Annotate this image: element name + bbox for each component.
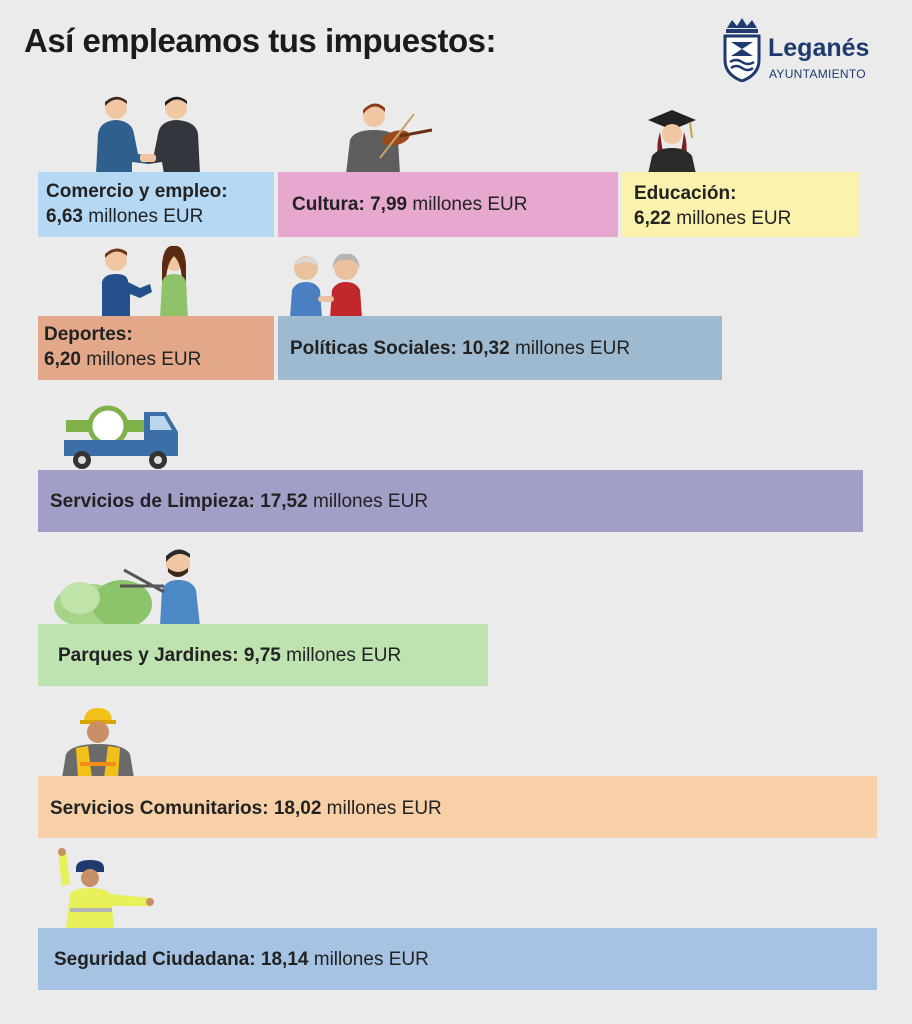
bar-category-label: Cultura:: [292, 194, 365, 215]
worker-icon: [62, 708, 134, 778]
bar-6: Servicios de Limpieza: 17,52 millones EU…: [38, 470, 863, 532]
bar-unit-label: millones EUR: [80, 349, 202, 370]
bar-value-label: 17,52: [260, 491, 308, 512]
logo-name: Leganés: [768, 34, 870, 62]
bar-label: Cultura: 7,99 millones EUR: [292, 192, 527, 217]
bar-label: Comercio y empleo: 6,63 millones EUR: [46, 179, 228, 229]
bar-label: Seguridad Ciudadana: 18,14 millones EUR: [54, 947, 429, 972]
police-officer-icon: [58, 848, 154, 928]
graduate-icon: [648, 110, 696, 174]
bar-value-label: 6,20: [44, 349, 81, 370]
coat-of-arms-icon: [723, 18, 761, 82]
bar-label: Educación: 6,22 millones EUR: [634, 181, 791, 231]
bar-8: Servicios Comunitarios: 18,02 millones E…: [38, 776, 877, 838]
leganes-logo: Leganés AYUNTAMIENTO: [722, 18, 892, 84]
bar-7: Parques y Jardines: 9,75 millones EUR: [38, 624, 488, 686]
bar-label: Servicios Comunitarios: 18,02 millones E…: [50, 796, 442, 821]
bar-unit-label: millones EUR: [307, 491, 429, 512]
page-title: Así empleamos tus impuestos:: [24, 22, 496, 59]
bar-4: Deportes: 6,20 millones EUR: [38, 316, 274, 380]
runners-icon: [102, 245, 188, 318]
bar-category-label: Seguridad Ciudadana:: [54, 949, 256, 970]
bar-unit-label: millones EUR: [407, 194, 528, 215]
handshake-icon: [96, 96, 200, 174]
bar-unit-label: millones EUR: [308, 949, 429, 970]
bar-category-label: Comercio y empleo:: [46, 181, 228, 202]
violinist-icon: [346, 103, 433, 174]
bar-unit-label: millones EUR: [670, 208, 792, 229]
bar-category-label: Parques y Jardines:: [58, 645, 239, 666]
logo-subtitle: AYUNTAMIENTO: [769, 67, 866, 81]
bar-category-label: Políticas Sociales:: [290, 338, 457, 359]
bar-value-label: 10,32: [462, 338, 510, 359]
bar-value-label: 18,14: [260, 949, 309, 970]
bar-unit-label: millones EUR: [82, 206, 204, 227]
bar-value-label: 7,99: [370, 194, 408, 215]
bar-label: Parques y Jardines: 9,75 millones EUR: [58, 643, 401, 668]
bar-value-label: 6,63: [46, 206, 83, 227]
bar-2: Cultura: 7,99 millones EUR: [278, 172, 618, 237]
bar-9: Seguridad Ciudadana: 18,14 millones EUR: [38, 928, 877, 990]
cleaning-truck-icon: [64, 405, 178, 469]
bar-label: Servicios de Limpieza: 17,52 millones EU…: [50, 489, 428, 514]
bar-unit-label: millones EUR: [280, 645, 402, 666]
bar-category-label: Deportes:: [44, 324, 133, 345]
elderly-couple-icon: [290, 253, 362, 318]
bar-category-label: Educación:: [634, 183, 737, 204]
bar-value-label: 6,22: [634, 208, 671, 229]
bar-value-label: 9,75: [243, 645, 281, 666]
bar-category-label: Servicios de Limpieza:: [50, 491, 255, 512]
bar-value-label: 18,02: [273, 798, 322, 819]
gardener-icon: [54, 549, 200, 626]
bar-label: Políticas Sociales: 10,32 millones EUR: [290, 336, 630, 361]
bar-label: Deportes: 6,20 millones EUR: [44, 322, 201, 372]
bar-5: Políticas Sociales: 10,32 millones EUR: [278, 316, 722, 380]
bar-3: Educación: 6,22 millones EUR: [622, 172, 860, 237]
bar-unit-label: millones EUR: [509, 338, 631, 359]
bar-1: Comercio y empleo: 6,63 millones EUR: [38, 172, 274, 237]
bar-category-label: Servicios Comunitarios:: [50, 798, 269, 819]
bar-unit-label: millones EUR: [321, 798, 442, 819]
